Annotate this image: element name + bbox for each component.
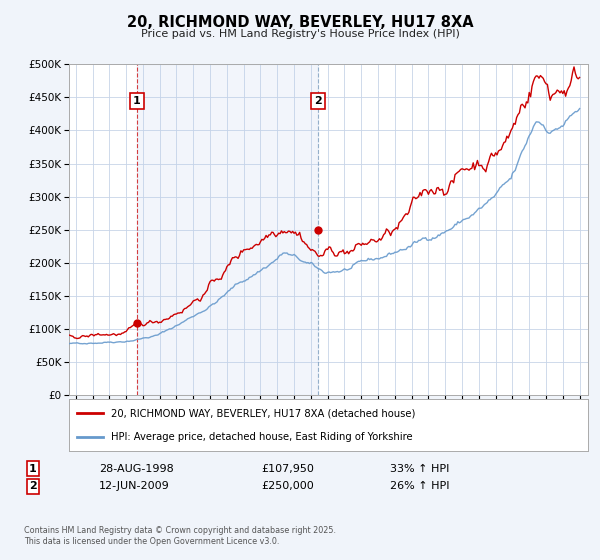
Text: 2: 2 (314, 96, 322, 106)
Text: £107,950: £107,950 (261, 464, 314, 474)
Bar (137, 64, 319, 395)
Text: 12-JUN-2009: 12-JUN-2009 (99, 481, 170, 491)
Text: Contains HM Land Registry data © Crown copyright and database right 2025.: Contains HM Land Registry data © Crown c… (24, 526, 336, 535)
Text: 28-AUG-1998: 28-AUG-1998 (99, 464, 174, 474)
Text: 1: 1 (133, 96, 141, 106)
Text: This data is licensed under the Open Government Licence v3.0.: This data is licensed under the Open Gov… (24, 537, 280, 546)
Text: 1: 1 (29, 464, 37, 474)
Text: 20, RICHMOND WAY, BEVERLEY, HU17 8XA: 20, RICHMOND WAY, BEVERLEY, HU17 8XA (127, 15, 473, 30)
Text: 26% ↑ HPI: 26% ↑ HPI (390, 481, 449, 491)
Text: 20, RICHMOND WAY, BEVERLEY, HU17 8XA (detached house): 20, RICHMOND WAY, BEVERLEY, HU17 8XA (de… (110, 408, 415, 418)
Text: HPI: Average price, detached house, East Riding of Yorkshire: HPI: Average price, detached house, East… (110, 432, 412, 442)
Text: 33% ↑ HPI: 33% ↑ HPI (390, 464, 449, 474)
Text: £250,000: £250,000 (261, 481, 314, 491)
Text: 2: 2 (29, 481, 37, 491)
Text: Price paid vs. HM Land Registry's House Price Index (HPI): Price paid vs. HM Land Registry's House … (140, 29, 460, 39)
